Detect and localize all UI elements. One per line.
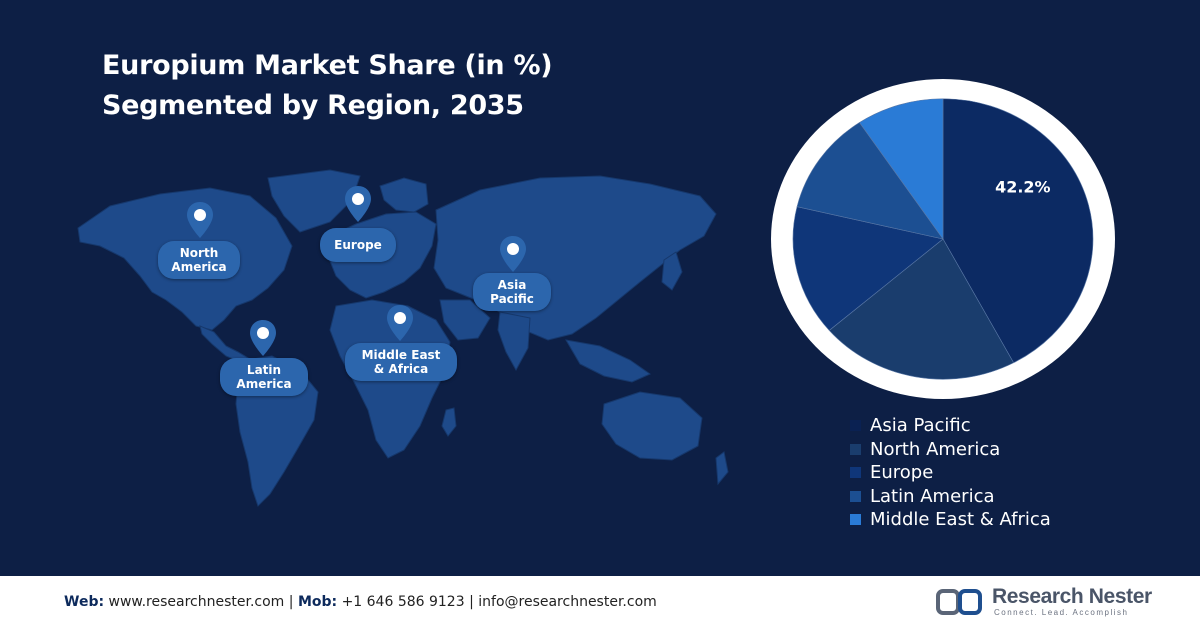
brand-tagline: Connect. Lead. Accomplish (994, 608, 1129, 617)
legend-item: North America (850, 438, 1051, 462)
map-pin-icon (387, 305, 413, 341)
legend-swatch (850, 514, 861, 526)
legend-swatch (850, 443, 861, 455)
map-australia (601, 391, 703, 461)
map-india (497, 311, 531, 372)
web-label: Web: (64, 594, 105, 610)
map-label-europe: Europe (320, 228, 396, 262)
map-label-text-asia-pacific: Asia Pacific (490, 278, 534, 306)
chart-legend: Asia Pacific North America Europe Latin Ame… (850, 414, 1051, 532)
pie-chart: 42.2% (770, 78, 1116, 405)
map-label-latin-america: Latin America (220, 358, 308, 396)
map-greenland (267, 169, 361, 233)
map-southeast-asia (565, 339, 652, 383)
legend-item: Asia Pacific (850, 414, 1051, 438)
legend-item: Latin America (850, 485, 1051, 509)
map-label-text-middle-east-africa: Middle East & Africa (361, 348, 441, 376)
pie-data-label: 42.2% (995, 178, 1051, 197)
map-label-asia-pacific: Asia Pacific (473, 273, 551, 311)
email-value[interactable]: info@researchnester.com (478, 594, 657, 610)
map-japan (661, 251, 683, 291)
title-line-2: Segmented by Region, 2035 (102, 90, 524, 121)
map-label-middle-east-africa: Middle East & Africa (345, 343, 457, 381)
pie-slice-middle-east-africa (859, 98, 944, 240)
map-pin-icon (187, 202, 213, 238)
legend-item: Middle East & Africa (850, 508, 1051, 532)
chart-title: Europium Market Share (in %) Segmented b… (102, 46, 553, 126)
map-label-north-america: North America (158, 241, 240, 279)
legend-label: Latin America (870, 485, 995, 507)
mob-value[interactable]: +1 646 586 9123 (341, 594, 465, 610)
web-value[interactable]: www.researchnester.com (108, 594, 285, 610)
title-line-1: Europium Market Share (in %) (102, 50, 553, 81)
legend-label: Middle East & Africa (870, 509, 1051, 531)
brand-name: Research Nester (992, 585, 1152, 608)
map-arabia (439, 299, 491, 341)
legend-label: North America (870, 438, 1001, 460)
map-label-text-north-america: North America (171, 246, 227, 274)
pie-slice-north-america (828, 238, 1015, 380)
mob-label: Mob: (297, 594, 338, 610)
footer: Web: www.researchnester.com | Mob: +1 64… (0, 576, 1200, 628)
legend-item: Europe (850, 461, 1051, 485)
map-central-america (199, 325, 250, 363)
legend-swatch (850, 467, 861, 479)
separator: | (288, 594, 294, 610)
legend-swatch (850, 420, 861, 432)
pie-slice-europe (792, 206, 944, 331)
map-scandinavia (379, 177, 429, 213)
pie-chart-svg: 42.2% (771, 79, 1115, 399)
map-pin-icon (250, 320, 276, 356)
map-madagascar (441, 407, 457, 437)
world-map (77, 169, 729, 507)
pie-slice-latin-america (796, 122, 944, 240)
contact-info: Web: www.researchnester.com | Mob: +1 64… (64, 594, 657, 610)
legend-swatch (850, 490, 861, 502)
legend-label: Asia Pacific (870, 415, 971, 437)
map-label-text-europe: Europe (334, 238, 382, 252)
legend-label: Europe (870, 462, 934, 484)
separator: | (469, 594, 474, 610)
map-new-zealand (715, 451, 729, 486)
brand-logo: Research Nester Connect. Lead. Accomplis… (936, 586, 1152, 618)
map-pin-icon (345, 186, 371, 222)
infographic-canvas: Europium Market Share (in %) Segmented b… (77, 46, 1116, 532)
map-label-text-latin-america: Latin America (236, 363, 292, 391)
research-nester-logo-icon (936, 589, 982, 615)
map-pin-icon (500, 236, 526, 272)
pie-slice-asia-pacific (942, 98, 1094, 364)
